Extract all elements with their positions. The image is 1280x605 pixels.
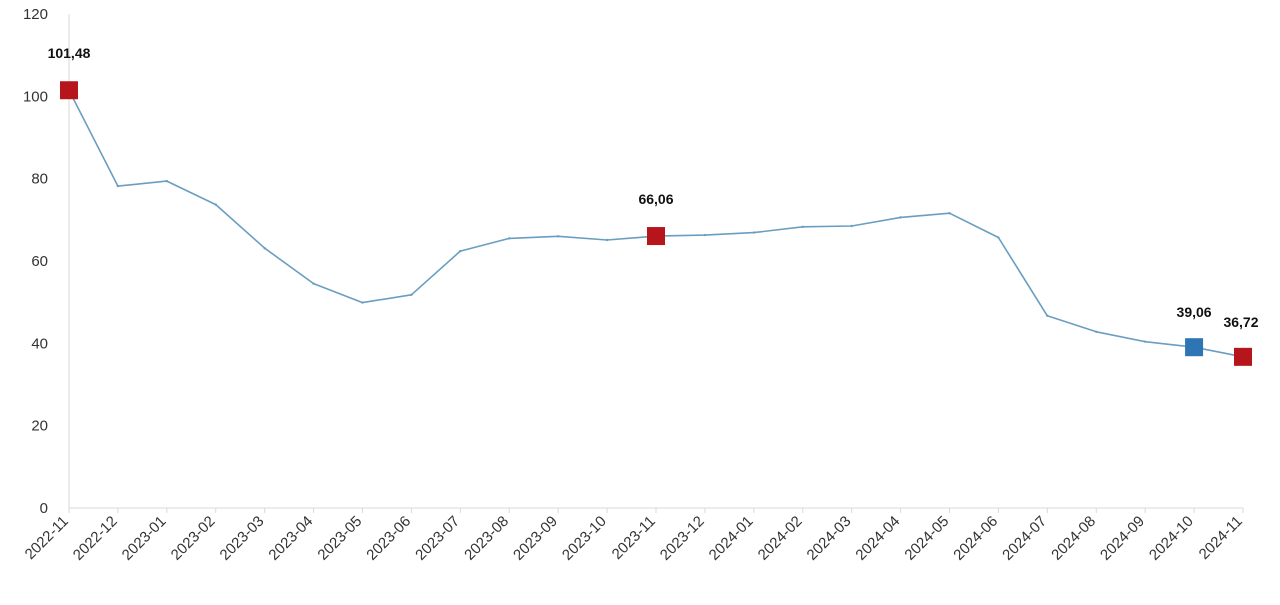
highlight-marker <box>1234 347 1252 366</box>
data-point <box>214 203 217 206</box>
y-tick-label: 120 <box>23 6 48 23</box>
x-axis: 2022-112022-122023-012023-022023-032023-… <box>22 507 1246 564</box>
x-tick-label: 2023-02 <box>168 513 219 564</box>
data-point <box>165 179 169 183</box>
y-tick-label: 0 <box>40 500 48 517</box>
x-tick-label: 2022-11 <box>22 513 72 563</box>
x-tick-label: 2023-11 <box>609 513 659 563</box>
data-point <box>899 216 902 219</box>
x-tick-label: 2024-05 <box>901 513 952 564</box>
data-label: 101,48 <box>48 45 91 61</box>
highlight-marker <box>1185 338 1204 357</box>
y-tick-label: 100 <box>23 88 48 105</box>
data-point <box>1095 330 1098 334</box>
highlight-markers <box>60 81 1252 366</box>
data-point <box>263 247 266 250</box>
x-tick-label: 2024-06 <box>950 513 1001 564</box>
x-tick-label: 2023-03 <box>217 513 268 564</box>
x-tick-label: 2023-01 <box>119 513 170 564</box>
x-tick-label: 2023-12 <box>657 513 708 564</box>
data-point <box>948 212 951 215</box>
y-tick-label: 80 <box>31 171 48 188</box>
data-point <box>801 225 804 229</box>
series-group <box>67 89 1245 359</box>
x-tick-label: 2023-05 <box>314 513 365 564</box>
y-tick-label: 40 <box>31 335 48 352</box>
x-tick-label: 2024-02 <box>755 513 806 564</box>
highlight-marker <box>647 227 665 246</box>
x-tick-label: 2024-01 <box>706 513 757 564</box>
data-label: 39,06 <box>1177 304 1212 320</box>
data-point <box>459 249 462 253</box>
x-tick-label: 2022-12 <box>70 513 121 564</box>
data-point <box>361 301 364 304</box>
data-label: 66,06 <box>638 191 673 207</box>
x-tick-label: 2024-03 <box>804 513 855 564</box>
x-tick-label: 2023-06 <box>363 513 414 564</box>
x-tick-label: 2024-08 <box>1048 513 1099 564</box>
x-tick-label: 2024-07 <box>999 513 1050 564</box>
data-point <box>850 224 853 228</box>
data-point <box>605 238 609 242</box>
data-point <box>556 235 560 238</box>
y-tick-label: 60 <box>31 253 48 270</box>
data-labels: 101,48 66,06 39,06 36,72 <box>48 45 1259 330</box>
data-point <box>410 293 413 296</box>
x-tick-label: 2023-10 <box>559 513 610 564</box>
highlight-marker <box>60 81 78 100</box>
data-label: 36,72 <box>1223 314 1258 330</box>
x-tick-label: 2024-09 <box>1097 513 1148 564</box>
data-point <box>997 236 1000 239</box>
data-point <box>508 237 511 240</box>
data-point <box>1046 314 1049 317</box>
series-line <box>68 89 1244 358</box>
data-point <box>312 282 315 285</box>
data-point <box>1143 340 1147 343</box>
x-tick-label: 2024-04 <box>852 513 903 564</box>
y-axis: 0 20 40 60 80 100 120 <box>23 6 70 517</box>
data-point <box>752 231 756 234</box>
x-tick-label: 2024-10 <box>1146 513 1197 564</box>
x-tick-label: 2024-11 <box>1196 513 1246 563</box>
x-tick-label: 2023-09 <box>510 513 561 564</box>
y-tick-label: 20 <box>31 418 48 435</box>
x-tick-label: 2023-07 <box>412 513 463 564</box>
x-tick-label: 2023-08 <box>461 513 512 564</box>
data-point <box>703 233 707 237</box>
data-point <box>116 184 120 188</box>
x-tick-label: 2023-04 <box>265 513 316 564</box>
